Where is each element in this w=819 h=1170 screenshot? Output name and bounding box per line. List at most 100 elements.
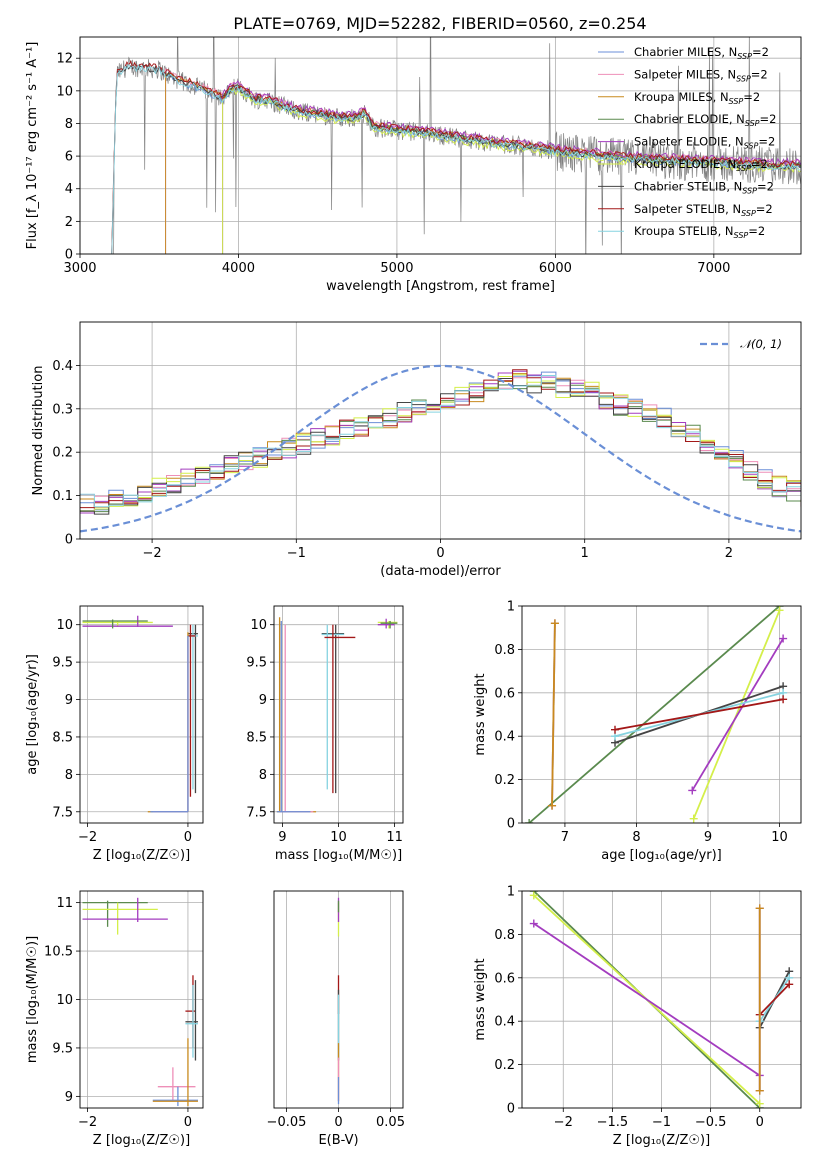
x-tick-label: 0 (184, 1115, 192, 1130)
x-tick-label: 0 (184, 830, 192, 845)
y-tick-label: 1 (507, 600, 515, 615)
weight-line (551, 623, 556, 806)
y-tick-label: 0.8 (494, 928, 515, 943)
weight-line (691, 638, 784, 791)
weight-marker (550, 619, 559, 628)
x-tick-label: 8 (632, 830, 640, 845)
weight-marker (755, 1099, 764, 1108)
errorbar-point (82, 619, 148, 629)
legend-label: 𝒩(0, 1) (740, 337, 782, 351)
weight-marker (755, 1086, 764, 1095)
y-tick-label: 6 (65, 150, 73, 165)
axes: −2 −1.5 −1 −0.5 0 0 0.2 0.4 0.6 0.8 1 Z [log₁₀(Z/Z☉… (473, 885, 802, 1148)
x-tick-label: 0 (334, 1115, 342, 1130)
y-tick-label: 9.5 (246, 656, 267, 671)
y-tick-label: 7.5 (246, 805, 267, 820)
weight-series (525, 606, 784, 823)
x-tick-label: −1 (287, 546, 306, 561)
weight-marker (529, 919, 538, 928)
grid (80, 322, 801, 540)
errorbar-point (185, 980, 198, 1061)
weight-line (528, 606, 781, 823)
y-tick-label: 8 (259, 768, 267, 783)
x-tick-label: 9 (278, 830, 286, 845)
errorbar-point (324, 624, 356, 794)
weight-series (548, 619, 559, 810)
figure-title: PLATE=0769, MJD=52282, FIBERID=0560, z=0… (233, 14, 646, 33)
axes-frame (521, 890, 802, 1109)
y-tick-label: 10 (250, 618, 267, 633)
y-tick-label: 0.2 (494, 773, 515, 788)
weight-marker (611, 725, 619, 734)
legend-label: Kroupa MILES, N (634, 90, 729, 104)
weight-series (529, 919, 764, 1080)
normal-curve (80, 364, 801, 533)
x-tick-label: 2 (725, 546, 733, 561)
y-tick-label: 0.3 (52, 402, 73, 417)
x-tick-label: −1.5 (597, 1115, 629, 1130)
plot-area (82, 615, 198, 813)
y-tick-label: 0.2 (52, 446, 73, 461)
x-axis-label: age [log₁₀(age/yr)] (601, 848, 722, 863)
errorbar-point (380, 620, 398, 629)
legend-tail: =2 (752, 45, 769, 59)
y-axis-label: Flux [f_λ 10⁻¹⁷ erg cm⁻² s⁻¹ A⁻¹] (25, 42, 40, 250)
x-tick-label: −0.5 (695, 1115, 727, 1130)
axes: 9 10 11 7.5 8 8.5 9 9.5 10 mass [log₁₀(M/M☉)] (246, 605, 404, 863)
errorbar-point (185, 984, 198, 1058)
weight-line (759, 983, 790, 1016)
legend-entry: Kroupa MILES, NSSP=2 (634, 90, 760, 106)
x-axis-label: Z [log₁₀(Z/Z☉)] (613, 1133, 710, 1148)
weight-marker (779, 695, 788, 704)
legend-tail: =2 (757, 179, 774, 193)
errorbar-point (185, 975, 196, 1048)
x-tick-label: 0 (756, 1115, 764, 1130)
x-tick-label: 7000 (697, 261, 730, 276)
axes: −2 0 9 9.5 10 10.5 11 Z [log₁₀(Z/Z☉)] mass [log₁… (25, 890, 204, 1148)
legend-tail: =2 (751, 157, 768, 171)
x-tick-label: −2 (78, 830, 97, 845)
residual-histogram (80, 378, 801, 515)
y-tick-label: 7.5 (52, 805, 73, 820)
axes-frame (79, 890, 204, 1109)
weight-marker (755, 904, 764, 913)
y-tick-label: 0.1 (52, 489, 73, 504)
y-tick-label: 11 (56, 896, 73, 911)
x-tick-label: 3000 (63, 261, 96, 276)
weight-marker (548, 801, 557, 810)
panel-age-vs-Z: −2 0 7.5 8 8.5 9 9.5 10 Z [log₁₀(Z/Z☉)] age [log₁… (25, 605, 204, 863)
weight-line (692, 609, 781, 820)
x-axis-label: wavelength [Angstrom, rest frame] (326, 279, 555, 294)
legend: 𝒩(0, 1) (700, 337, 782, 351)
x-tick-label: 0.05 (376, 1115, 405, 1130)
grid (80, 891, 203, 1108)
legend-entry: Chabrier MILES, NSSP=2 (634, 45, 769, 61)
weight-series (755, 980, 794, 1019)
x-axis-label: Z [log₁₀(Z/Z☉)] (93, 1133, 190, 1148)
y-tick-label: 0 (65, 533, 73, 548)
x-tick-label: 4000 (222, 261, 255, 276)
y-tick-label: 10.5 (44, 945, 73, 960)
grid (522, 605, 801, 824)
y-axis-label: mass [log₁₀(M/M☉)] (25, 936, 40, 1063)
legend-entry: Salpeter MILES, NSSP=2 (634, 67, 768, 83)
axes: 7 8 9 10 0 0.2 0.4 0.6 0.8 1 age [log₁₀(age/yr)] ma… (473, 600, 802, 863)
plot-area (525, 606, 788, 823)
y-tick-label: 1 (507, 885, 515, 900)
errorbar-point (187, 624, 196, 797)
panel-weight-vs-Z: −2 −1.5 −1 −0.5 0 0 0.2 0.4 0.6 0.8 1 Z [log₁₀(Z/Z☉… (473, 885, 802, 1148)
axes: −2 −1 0 1 2 0 0.1 0.2 0.3 0.4 (data-model)/error No… (31, 321, 802, 579)
x-tick-label: 10 (330, 830, 347, 845)
panel-age-vs-mass: 9 10 11 7.5 8 8.5 9 9.5 10 mass [log₁₀(M/M☉)] (246, 605, 404, 863)
y-tick-label: 12 (56, 52, 73, 67)
legend-label: Chabrier MILES, N (634, 45, 737, 59)
residual-histogram (80, 370, 801, 514)
legend-subscript: SSP (729, 97, 744, 106)
y-tick-label: 9.5 (52, 656, 73, 671)
y-tick-label: 9.5 (52, 1041, 73, 1056)
y-tick-label: 9 (259, 693, 267, 708)
errorbar-point (82, 897, 168, 922)
y-tick-label: 0.6 (494, 971, 515, 986)
legend-entry: Chabrier ELODIE, NSSP=2 (634, 112, 776, 128)
